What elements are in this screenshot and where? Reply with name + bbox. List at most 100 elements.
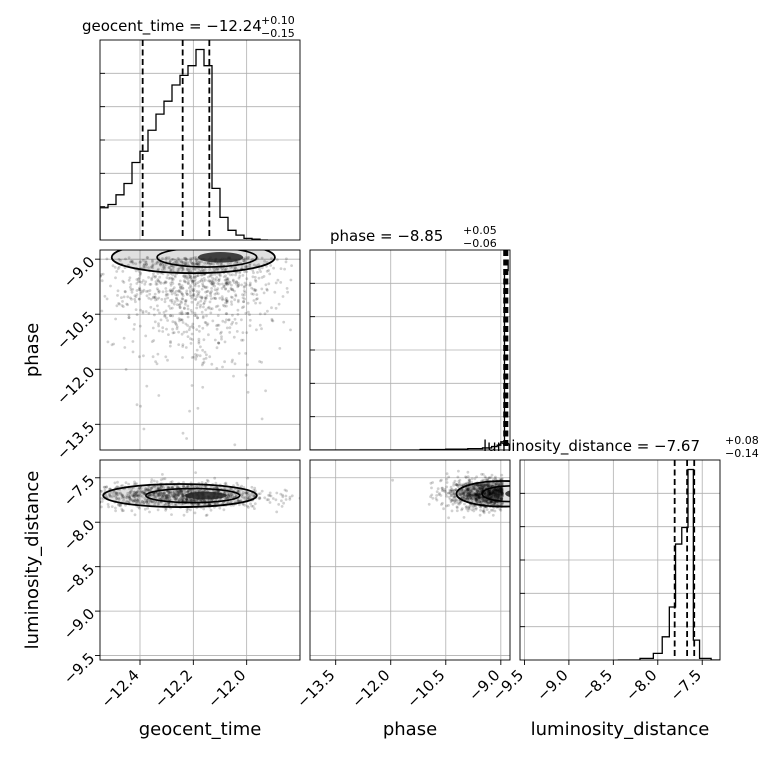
sample-point bbox=[486, 477, 490, 481]
sample-point bbox=[481, 497, 485, 500]
sample-point bbox=[233, 298, 237, 302]
sample-point bbox=[146, 488, 150, 491]
sample-point bbox=[180, 490, 184, 494]
sample-point bbox=[487, 490, 491, 494]
sample-point bbox=[467, 481, 471, 485]
sample-point bbox=[92, 500, 95, 503]
sample-point bbox=[480, 483, 484, 486]
sample-point bbox=[496, 497, 500, 500]
sample-point bbox=[169, 307, 172, 310]
sample-point bbox=[186, 490, 189, 494]
sample-point bbox=[185, 497, 189, 501]
sample-point bbox=[481, 486, 485, 490]
sample-point bbox=[204, 514, 208, 517]
sample-point bbox=[480, 488, 483, 491]
sample-point bbox=[494, 488, 498, 492]
sample-point bbox=[196, 274, 200, 277]
sample-point bbox=[169, 491, 173, 494]
sample-point bbox=[140, 489, 143, 493]
sample-point bbox=[490, 473, 494, 477]
sample-point bbox=[471, 485, 475, 489]
sample-point bbox=[499, 487, 502, 491]
sample-point bbox=[147, 500, 151, 504]
sample-point bbox=[172, 495, 176, 499]
sample-point bbox=[270, 257, 273, 260]
sample-point bbox=[233, 281, 236, 284]
sample-point bbox=[494, 489, 498, 493]
sample-point bbox=[474, 493, 478, 497]
panel-frame bbox=[519, 459, 721, 661]
sample-point bbox=[478, 493, 481, 497]
sample-point bbox=[196, 316, 200, 320]
sample-point bbox=[499, 487, 502, 491]
sample-point bbox=[116, 491, 120, 495]
sample-point bbox=[497, 492, 500, 495]
sample-point bbox=[177, 258, 181, 262]
sample-point bbox=[473, 491, 477, 495]
sample-point bbox=[185, 437, 189, 440]
sample-point bbox=[273, 290, 277, 294]
sample-point bbox=[130, 259, 134, 263]
sample-point bbox=[182, 279, 186, 282]
sample-point bbox=[492, 478, 495, 481]
sample-point bbox=[138, 273, 142, 277]
sample-point bbox=[473, 493, 477, 497]
sample-point bbox=[181, 312, 184, 316]
sample-point bbox=[209, 307, 212, 311]
sample-point bbox=[498, 491, 502, 495]
sample-point bbox=[149, 493, 153, 497]
sample-point bbox=[225, 496, 229, 499]
sample-point bbox=[215, 367, 219, 370]
sample-point bbox=[214, 297, 218, 300]
sample-point bbox=[168, 496, 172, 500]
sample-point bbox=[202, 315, 205, 318]
sample-point bbox=[480, 472, 483, 476]
density-contours bbox=[455, 480, 510, 508]
sample-point bbox=[193, 498, 197, 502]
sample-point bbox=[207, 262, 211, 265]
sample-point bbox=[178, 265, 182, 269]
sample-point bbox=[257, 276, 261, 280]
sample-point bbox=[491, 493, 495, 497]
sample-point bbox=[497, 497, 501, 500]
sample-point bbox=[240, 338, 244, 342]
sample-point bbox=[169, 491, 173, 495]
sample-point bbox=[234, 494, 238, 498]
sample-point bbox=[112, 494, 116, 498]
sample-point bbox=[132, 327, 136, 331]
sample-point bbox=[169, 498, 173, 502]
sample-point bbox=[174, 492, 178, 496]
sample-point bbox=[168, 486, 172, 490]
y-tick-label: −7.5 bbox=[60, 471, 98, 509]
sample-point bbox=[223, 340, 227, 344]
sample-point bbox=[252, 299, 256, 302]
sample-point bbox=[145, 262, 148, 266]
sample-point bbox=[466, 493, 469, 497]
sample-point bbox=[205, 478, 209, 482]
sample-point bbox=[145, 498, 149, 502]
sample-point bbox=[127, 313, 131, 317]
sample-point bbox=[487, 489, 491, 493]
sample-point bbox=[487, 491, 490, 495]
sample-point bbox=[153, 320, 157, 324]
sample-point bbox=[487, 485, 491, 488]
sample-point bbox=[224, 274, 228, 278]
sample-point bbox=[486, 490, 490, 494]
sample-point bbox=[179, 491, 183, 495]
sample-point bbox=[165, 494, 169, 498]
sample-point bbox=[176, 299, 180, 302]
sample-point bbox=[114, 317, 117, 321]
sample-point bbox=[500, 488, 503, 492]
sample-point bbox=[185, 291, 188, 295]
sample-point bbox=[225, 312, 229, 316]
sample-point bbox=[236, 489, 240, 493]
sample-point bbox=[102, 485, 106, 489]
sample-point bbox=[481, 478, 485, 482]
panel-frame bbox=[99, 459, 301, 661]
sample-point bbox=[158, 491, 162, 494]
sample-point bbox=[161, 268, 164, 272]
sample-point bbox=[166, 319, 170, 322]
sample-point bbox=[454, 488, 458, 491]
sample-point bbox=[485, 483, 489, 487]
sample-point bbox=[142, 264, 146, 268]
